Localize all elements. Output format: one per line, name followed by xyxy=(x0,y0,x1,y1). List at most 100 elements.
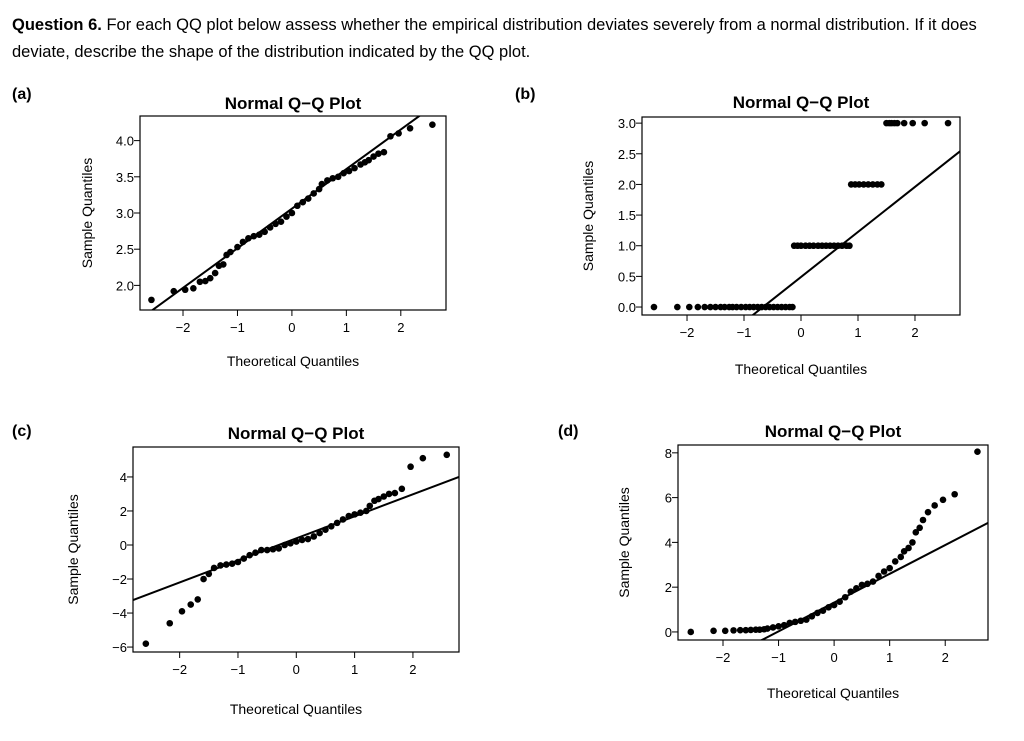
data-point xyxy=(190,284,197,292)
x-tick-label: 0 xyxy=(797,325,804,340)
data-point xyxy=(272,220,279,228)
x-tick-label: 0 xyxy=(830,650,837,665)
data-point xyxy=(322,526,329,533)
data-point xyxy=(406,125,414,132)
data-point xyxy=(786,619,793,627)
x-tick-label: 1 xyxy=(854,325,861,340)
data-point xyxy=(878,181,885,188)
data-point xyxy=(206,274,214,282)
y-tick-label: −6 xyxy=(112,640,127,655)
data-point xyxy=(252,549,259,556)
data-point xyxy=(370,153,377,160)
y-tick-label: −4 xyxy=(112,606,127,621)
y-tick-label: 3.5 xyxy=(116,170,134,185)
data-point xyxy=(974,448,981,456)
x-tick-label: −1 xyxy=(230,320,245,335)
y-tick-label: 2 xyxy=(120,504,127,519)
data-point xyxy=(869,181,877,188)
data-point xyxy=(266,224,274,231)
qq-plot-c: Normal Q−Q Plot Theoretical Quantiles Samp… xyxy=(65,424,460,717)
data-point xyxy=(334,173,342,181)
data-point xyxy=(288,209,296,217)
data-point xyxy=(860,181,867,188)
y-tick-label: 0.5 xyxy=(618,269,636,284)
data-point xyxy=(345,512,353,520)
data-point xyxy=(258,546,265,554)
x-tick-label: −1 xyxy=(771,650,786,665)
data-point xyxy=(875,572,882,580)
plot-title: Normal Q−Q Plot xyxy=(225,94,362,113)
data-point xyxy=(387,132,394,140)
data-point xyxy=(443,451,451,459)
x-axis-label: Theoretical Quantiles xyxy=(230,701,362,717)
data-point xyxy=(912,529,920,536)
data-point xyxy=(894,119,901,127)
y-tick-label: 0.0 xyxy=(618,300,636,315)
x-tick-label: −2 xyxy=(176,320,191,335)
data-point xyxy=(375,150,382,157)
data-point xyxy=(227,248,234,256)
data-point xyxy=(819,607,827,614)
data-point xyxy=(919,516,927,524)
data-point xyxy=(944,119,952,127)
data-point xyxy=(855,181,863,188)
data-point xyxy=(345,167,353,175)
data-point xyxy=(187,601,195,608)
x-tick-label: 1 xyxy=(343,320,350,335)
data-point xyxy=(674,303,681,311)
x-tick-label: −2 xyxy=(716,650,731,665)
qq-plot-a: Normal Q−Q Plot Theoretical Quantiles Samp… xyxy=(79,94,447,369)
data-point xyxy=(298,536,306,544)
data-point xyxy=(362,507,370,515)
data-point xyxy=(650,303,658,311)
data-point xyxy=(240,555,248,562)
data-point xyxy=(951,490,958,498)
plot-frame xyxy=(641,116,961,316)
y-tick-label: 4 xyxy=(120,470,127,485)
data-point xyxy=(721,303,728,311)
data-point xyxy=(250,232,258,240)
data-point xyxy=(891,558,899,565)
data-point xyxy=(181,286,189,294)
qq-plot-d: Normal Q−Q Plot Theoretical Quantiles Samp… xyxy=(616,422,989,701)
data-point xyxy=(810,242,817,250)
data-point xyxy=(299,198,307,206)
data-point xyxy=(148,296,155,304)
data-point xyxy=(220,261,227,268)
data-point xyxy=(205,570,213,578)
data-point xyxy=(900,119,908,127)
data-point xyxy=(909,119,916,127)
data-point xyxy=(710,627,717,635)
data-point xyxy=(275,545,283,552)
data-point xyxy=(836,598,843,606)
data-point xyxy=(797,617,805,625)
data-point xyxy=(281,541,288,549)
y-tick-label: 4 xyxy=(665,535,672,550)
data-point xyxy=(196,278,204,286)
y-tick-label: 1.0 xyxy=(618,239,636,254)
data-point xyxy=(304,195,312,202)
x-tick-label: 0 xyxy=(288,320,295,335)
x-axis-label: Theoretical Quantiles xyxy=(767,685,899,701)
data-point xyxy=(217,562,224,569)
data-point xyxy=(864,580,871,588)
data-point xyxy=(769,624,777,631)
data-point xyxy=(287,539,294,547)
data-point xyxy=(255,231,263,239)
x-tick-label: 2 xyxy=(911,325,918,340)
data-point xyxy=(239,238,247,246)
data-point xyxy=(858,581,866,589)
data-point xyxy=(791,618,799,626)
data-point xyxy=(407,463,414,471)
data-point xyxy=(283,213,290,220)
data-point xyxy=(838,242,846,250)
y-tick-label: 2.0 xyxy=(618,177,636,192)
data-point xyxy=(277,218,285,225)
data-point xyxy=(166,619,174,627)
data-point xyxy=(846,242,853,250)
data-point xyxy=(830,601,838,609)
data-point xyxy=(324,177,331,184)
data-point xyxy=(931,502,938,509)
data-point xyxy=(365,156,372,164)
